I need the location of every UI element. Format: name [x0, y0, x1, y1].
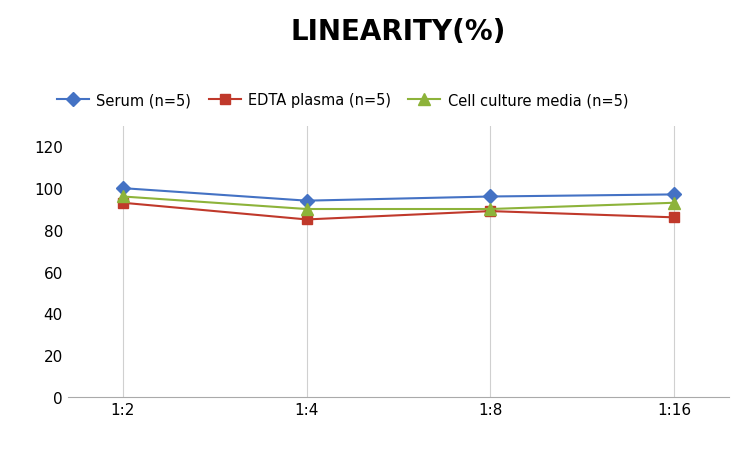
Serum (n=5): [118, 186, 127, 191]
Line: Cell culture media (n=5): Cell culture media (n=5): [117, 192, 680, 215]
Line: Serum (n=5): Serum (n=5): [118, 184, 679, 206]
Serum (n=5): [486, 194, 495, 200]
Text: LINEARITY(%): LINEARITY(%): [291, 18, 506, 46]
Line: EDTA plasma (n=5): EDTA plasma (n=5): [118, 198, 679, 225]
EDTA plasma (n=5): [302, 217, 311, 223]
Serum (n=5): [302, 198, 311, 204]
Cell culture media (n=5): [118, 194, 127, 200]
Cell culture media (n=5): [486, 207, 495, 212]
EDTA plasma (n=5): [486, 209, 495, 214]
EDTA plasma (n=5): [670, 215, 679, 221]
Legend: Serum (n=5), EDTA plasma (n=5), Cell culture media (n=5): Serum (n=5), EDTA plasma (n=5), Cell cul…: [53, 88, 632, 112]
Serum (n=5): [670, 192, 679, 198]
Cell culture media (n=5): [670, 201, 679, 206]
EDTA plasma (n=5): [118, 201, 127, 206]
Cell culture media (n=5): [302, 207, 311, 212]
